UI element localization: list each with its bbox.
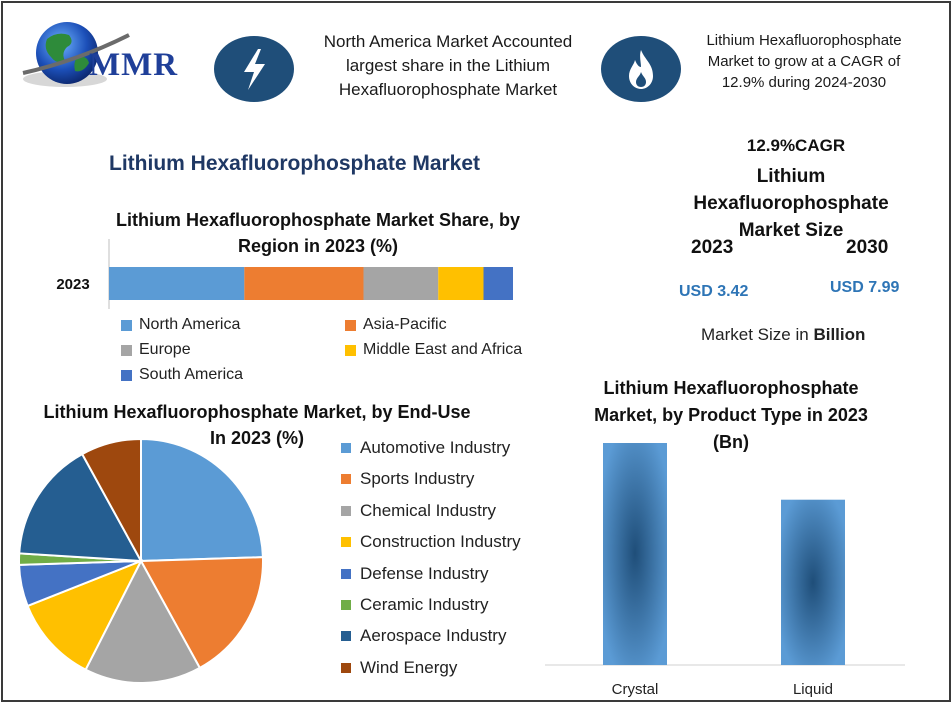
legend-item-wind-energy: Wind Energy <box>341 658 457 678</box>
legend-item-defense-industry: Defense Industry <box>341 564 489 584</box>
legend-item-europe: Europe <box>121 341 191 359</box>
bar-crystal <box>603 443 667 665</box>
tick-label-crystal: Crystal <box>612 681 659 698</box>
bar-segment-asia-pacific <box>244 267 364 300</box>
year-end: 2030 <box>846 237 889 258</box>
mmr-logo <box>17 17 197 93</box>
pie-slice-aerospace-industry <box>18 452 143 563</box>
region-stacked-bar-chart: 2023 <box>56 239 513 309</box>
legend-swatch <box>121 319 132 331</box>
header-right-text: Lithium Hexafluorophosphate Market to gr… <box>706 32 902 91</box>
legend-item-middle-east-and-africa: Middle East and Africa <box>345 341 522 359</box>
market-size-unit: Market Size in Billion <box>701 325 865 345</box>
legend-item-sports-industry: Sports Industry <box>341 469 474 489</box>
legend-swatch <box>341 443 351 453</box>
value-end: USD 7.99 <box>830 279 900 296</box>
legend-label: Construction Industry <box>360 532 521 552</box>
legend-label: Ceramic Industry <box>360 595 489 614</box>
legend-label: Wind Energy <box>360 657 458 677</box>
legend-label: Europe <box>139 341 191 358</box>
pie-slice-wind-energy <box>80 437 142 562</box>
lightning-icon <box>244 49 265 90</box>
legend-swatch <box>341 568 351 579</box>
legend-swatch <box>121 369 132 381</box>
legend-swatch <box>121 344 132 356</box>
legend-label: Defense Industry <box>360 563 489 583</box>
legend-swatch <box>341 505 351 516</box>
bar-liquid <box>781 499 845 665</box>
flame-badge <box>601 36 681 102</box>
legend-label: Aerospace Industry <box>360 626 507 646</box>
legend-label: Middle East and Africa <box>363 341 523 358</box>
legend-swatch <box>341 662 351 673</box>
pie-slice-sports-industry <box>139 556 264 670</box>
main-title: Lithium Hexafluorophosphate Market <box>109 152 481 175</box>
year-start: 2023 <box>691 237 734 258</box>
legend-swatch <box>341 474 351 485</box>
globe-icon <box>22 22 130 87</box>
legend-item-ceramic-industry: Ceramic Industry <box>341 595 488 615</box>
legend-label: Asia-Pacific <box>363 316 447 333</box>
legend-item-chemical-industry: Chemical Industry <box>341 501 496 521</box>
legend-swatch <box>341 537 351 548</box>
bar-segment-south-america <box>483 267 513 300</box>
unit-prefix: Market Size in <box>701 325 814 344</box>
legend-swatch <box>345 319 356 331</box>
legend-label: Sports Industry <box>360 469 475 489</box>
bar-segment-north-america <box>109 267 245 300</box>
enduse-chart-title: Lithium Hexafluorophosphate Market, by E… <box>43 402 471 448</box>
legend-item-south-america: South America <box>121 366 243 384</box>
unit-bold: Billion <box>813 325 866 344</box>
product-bar-chart: Crystal Liquid <box>545 443 905 698</box>
header-left-text: North America Market Accounted largest s… <box>323 32 573 99</box>
legend-label: Chemical Industry <box>360 500 497 520</box>
legend-item-construction-industry: Construction Industry <box>341 532 521 552</box>
bar-segment-middle-east-and-africa <box>438 267 484 300</box>
region-chart-title: Lithium Hexafluorophosphate Market Share… <box>115 210 521 256</box>
market-size-title: Lithium Hexafluorophosphate Market Size <box>693 166 889 241</box>
legend-item-automotive-industry: Automotive Industry <box>341 438 510 458</box>
value-start: USD 3.42 <box>679 283 749 300</box>
product-chart-title: Lithium Hexafluorophosphate Market, by P… <box>594 378 868 452</box>
legend-item-aerospace-industry: Aerospace Industry <box>341 626 506 646</box>
lightning-badge <box>214 36 294 102</box>
category-label: 2023 <box>56 276 89 293</box>
legend-item-asia-pacific: Asia-Pacific <box>345 316 447 334</box>
pie-slice-automotive-industry <box>140 437 264 563</box>
legend-label: South America <box>139 366 244 383</box>
enduse-pie-chart <box>18 437 264 684</box>
legend-swatch <box>341 631 351 642</box>
pie-slice-chemical-industry <box>84 558 202 684</box>
legend-item-north-america: North America <box>121 316 240 334</box>
cagr-label: 12.9%CAGR <box>746 136 846 155</box>
legend-label: North America <box>139 316 241 333</box>
legend-swatch <box>345 344 356 356</box>
pie-slice-construction-industry <box>26 559 144 672</box>
logo-text: MMR <box>89 47 179 83</box>
tick-label-liquid: Liquid <box>793 681 833 698</box>
legend-swatch <box>341 600 351 610</box>
legend-label: Automotive Industry <box>360 438 511 457</box>
flame-icon <box>629 50 653 89</box>
bar-segment-europe <box>363 267 439 300</box>
